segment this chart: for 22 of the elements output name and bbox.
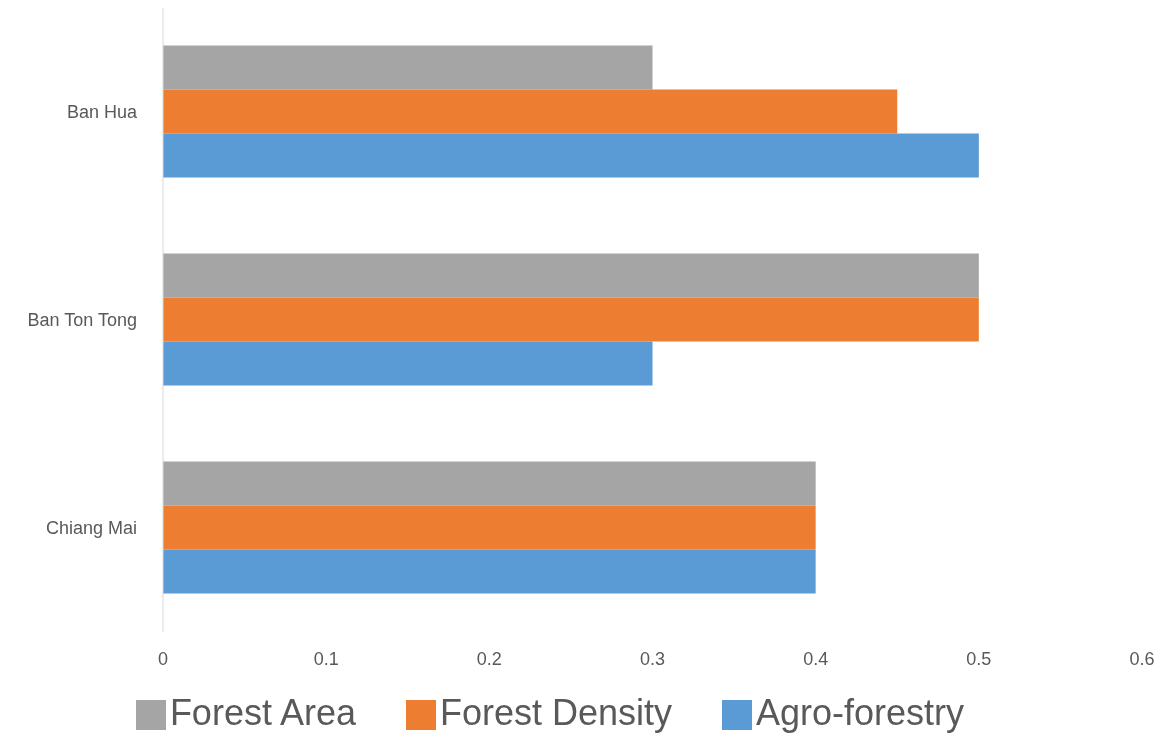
- legend-label: Agro-forestry: [756, 692, 965, 733]
- x-tick-label: 0.6: [1129, 648, 1155, 669]
- bar: [163, 461, 816, 506]
- y-tick-label: Ban Ton Tong: [27, 310, 137, 331]
- legend-label: Forest Area: [169, 692, 356, 733]
- y-tick-label: Chiang Mai: [45, 518, 137, 539]
- x-tick-label: 0.3: [639, 648, 666, 669]
- bar: [163, 297, 979, 342]
- x-tick-label: 0.2: [476, 648, 502, 669]
- y-tick-label: Ban Hua: [66, 102, 138, 123]
- legend-label: Forest Density: [439, 692, 673, 733]
- bar: [163, 505, 816, 550]
- bar: [163, 253, 979, 298]
- x-tick-label: 0.5: [966, 648, 992, 669]
- bar: [163, 549, 816, 594]
- x-tick-label: 0.1: [313, 648, 339, 669]
- bar: [163, 89, 898, 134]
- bar: [163, 341, 653, 386]
- bar: [163, 133, 979, 178]
- x-tick-label: 0: [157, 648, 169, 669]
- x-tick-label: 0.4: [803, 648, 829, 669]
- bar: [163, 45, 653, 90]
